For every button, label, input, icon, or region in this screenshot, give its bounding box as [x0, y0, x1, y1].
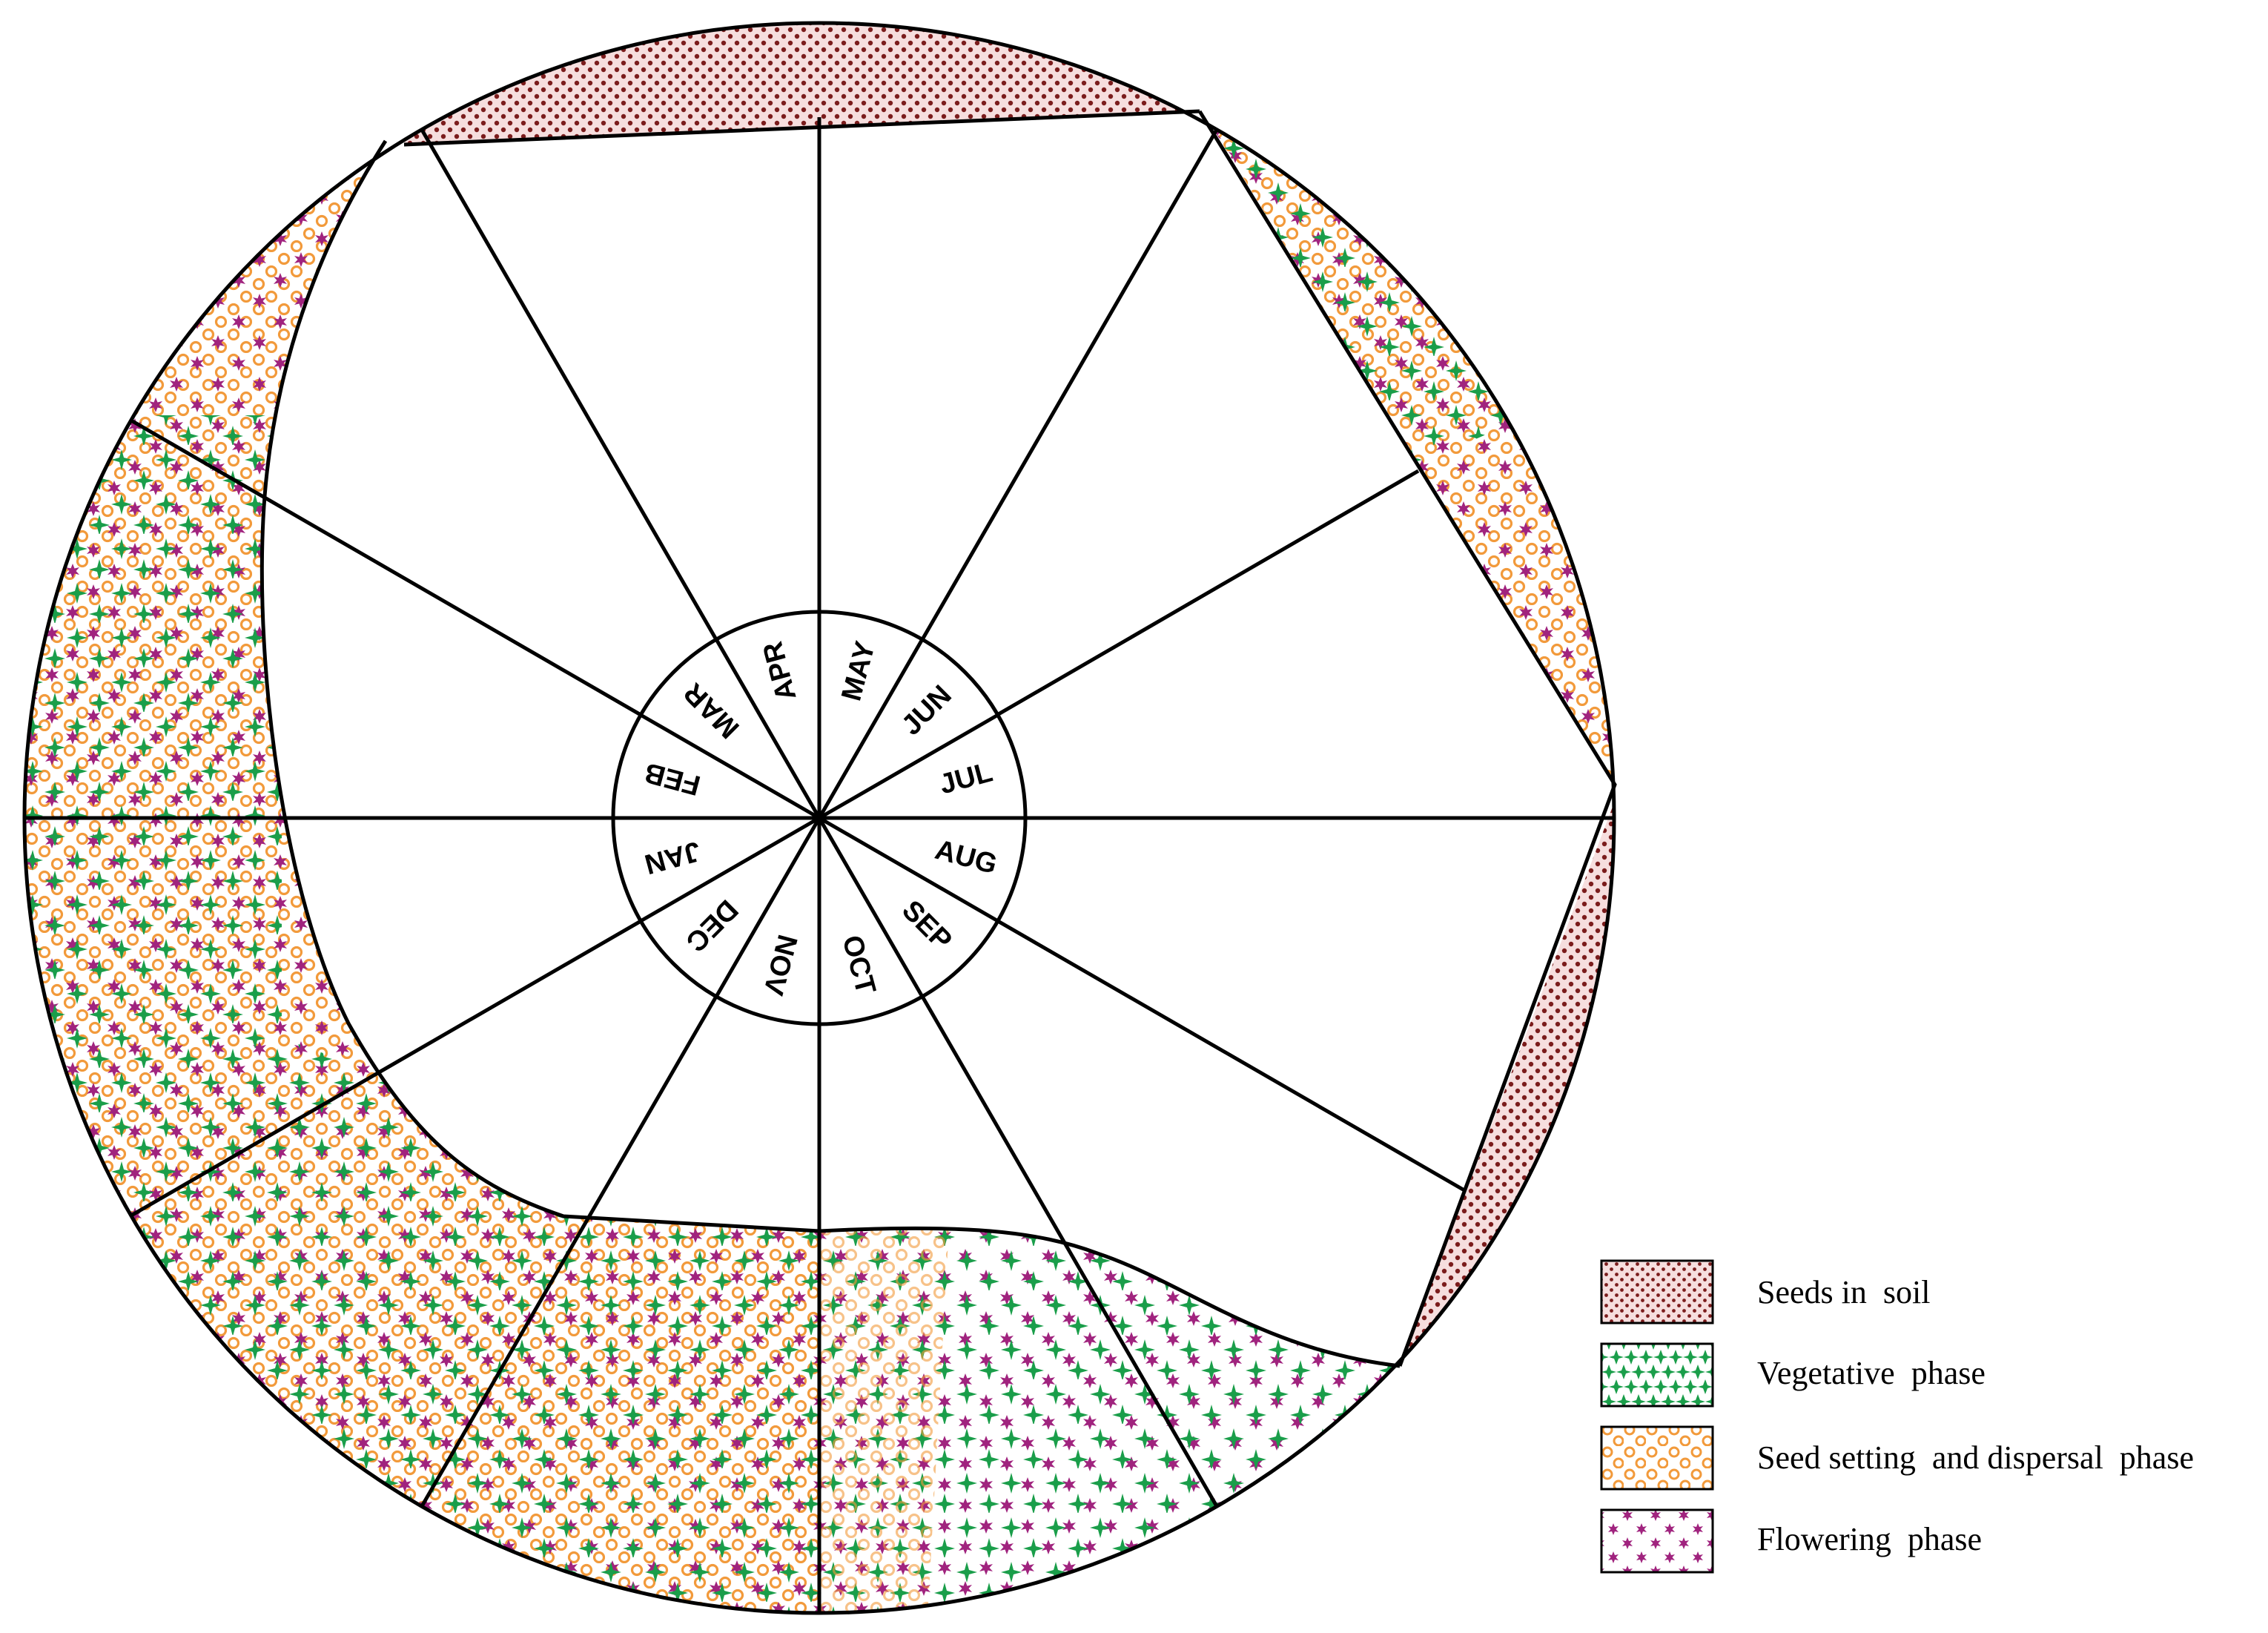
legend-swatch-seeds: [1600, 1259, 1714, 1324]
boundary-left-curve: [259, 139, 820, 1233]
seedset-region-bottom-oct: [819, 1227, 949, 1613]
legend-item-seed-setting: Seed setting and dispersal phase: [1600, 1425, 2194, 1491]
legend-label-seed-setting: Seed setting and dispersal phase: [1757, 1439, 2194, 1476]
outer-circle: [22, 21, 1616, 1615]
legend-label-vegetative: Vegetative phase: [1757, 1355, 1986, 1391]
hub-dividers: [613, 612, 1025, 1024]
legend-swatch-flowering: [1600, 1508, 1714, 1574]
legend-item-seeds: Seeds in soil: [1600, 1259, 1930, 1324]
legend-swatch-seed-setting-fill: [1601, 1427, 1713, 1489]
legend-item-vegetative: Vegetative phase: [1600, 1342, 1986, 1408]
legend-item-flowering: Flowering phase: [1600, 1508, 1982, 1574]
legend-swatch-seed-setting-border: [1600, 1425, 1714, 1491]
legend-swatch-vegetative: [1600, 1342, 1714, 1408]
legend-label-flowering: Flowering phase: [1757, 1521, 1982, 1557]
boundary-top-band: [403, 109, 1200, 147]
legend: Seeds in soil Vegetative phase Seed sett…: [1600, 1259, 2194, 1574]
legend-label-seeds: Seeds in soil: [1757, 1274, 1930, 1310]
boundary-bottom-curve: [819, 1226, 1401, 1368]
